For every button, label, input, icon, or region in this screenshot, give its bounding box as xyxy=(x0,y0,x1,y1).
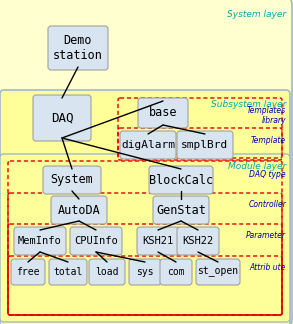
Text: AutoDA: AutoDA xyxy=(58,203,100,216)
FancyBboxPatch shape xyxy=(196,259,240,285)
Text: System: System xyxy=(51,173,93,187)
Text: Demo
station: Demo station xyxy=(53,34,103,62)
FancyBboxPatch shape xyxy=(149,166,213,194)
FancyBboxPatch shape xyxy=(43,166,101,194)
Text: Template: Template xyxy=(251,136,286,145)
FancyBboxPatch shape xyxy=(0,90,290,324)
Text: smplBrd: smplBrd xyxy=(181,140,229,150)
Text: sys: sys xyxy=(136,267,154,277)
Text: KSH22: KSH22 xyxy=(182,236,214,246)
FancyBboxPatch shape xyxy=(177,227,219,255)
Text: DAQ: DAQ xyxy=(51,111,73,124)
Text: KSH21: KSH21 xyxy=(142,236,174,246)
Text: base: base xyxy=(149,107,177,120)
FancyBboxPatch shape xyxy=(129,259,161,285)
FancyBboxPatch shape xyxy=(137,227,179,255)
Text: Parameter: Parameter xyxy=(246,231,286,240)
FancyBboxPatch shape xyxy=(0,154,290,322)
FancyBboxPatch shape xyxy=(153,196,209,224)
Text: load: load xyxy=(95,267,119,277)
Text: free: free xyxy=(16,267,40,277)
FancyBboxPatch shape xyxy=(51,196,107,224)
Text: Module layer: Module layer xyxy=(228,162,286,171)
Text: System layer: System layer xyxy=(227,10,286,19)
Text: GenStat: GenStat xyxy=(156,203,206,216)
FancyBboxPatch shape xyxy=(160,259,192,285)
FancyBboxPatch shape xyxy=(49,259,87,285)
FancyBboxPatch shape xyxy=(33,95,91,141)
Text: CPUInfo: CPUInfo xyxy=(74,236,118,246)
Text: Controller: Controller xyxy=(248,200,286,209)
Text: digAlarm: digAlarm xyxy=(121,140,175,150)
Text: st_open: st_open xyxy=(197,267,239,277)
FancyBboxPatch shape xyxy=(138,98,188,128)
Text: com: com xyxy=(167,267,185,277)
Text: Templates
library: Templates library xyxy=(247,106,286,125)
FancyBboxPatch shape xyxy=(70,227,122,255)
FancyBboxPatch shape xyxy=(177,131,233,159)
FancyBboxPatch shape xyxy=(14,227,66,255)
Text: Attrib ute: Attrib ute xyxy=(250,263,286,272)
Text: Subsystem layer: Subsystem layer xyxy=(211,100,286,109)
Text: total: total xyxy=(53,267,83,277)
Text: DAQ type: DAQ type xyxy=(249,170,286,179)
Text: MemInfo: MemInfo xyxy=(18,236,62,246)
Text: BlockCalc: BlockCalc xyxy=(149,173,213,187)
FancyBboxPatch shape xyxy=(89,259,125,285)
FancyBboxPatch shape xyxy=(48,26,108,70)
FancyBboxPatch shape xyxy=(120,131,176,159)
FancyBboxPatch shape xyxy=(11,259,45,285)
